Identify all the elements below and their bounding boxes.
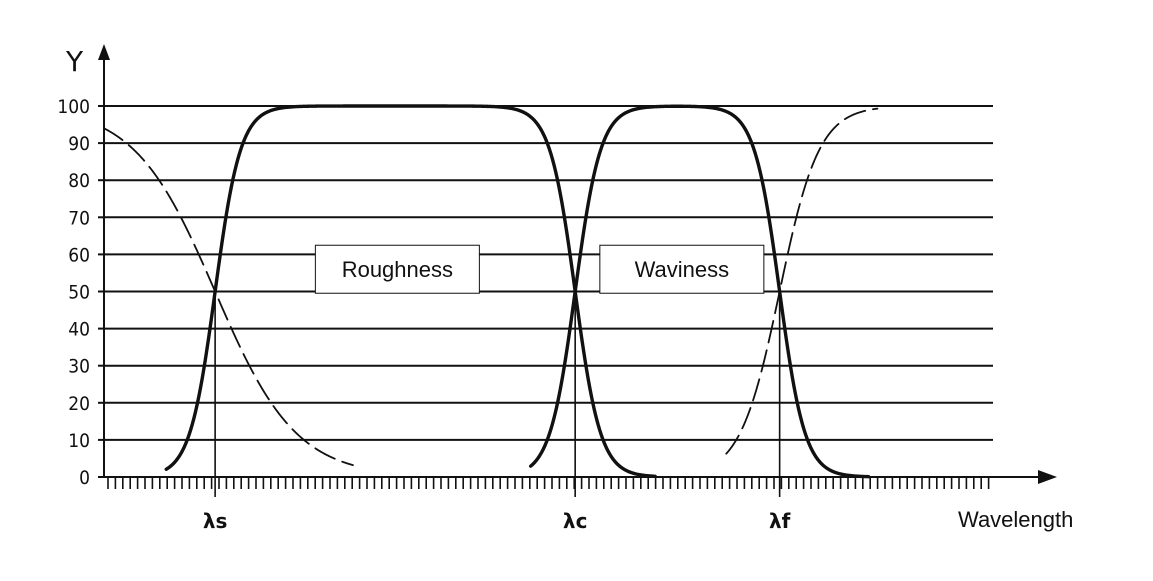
y-tick-label: 60: [68, 244, 90, 266]
x-minor-ticks: [107, 477, 990, 489]
x-marker-lines: [214, 291, 781, 497]
y-tick-label: 20: [68, 393, 90, 415]
y-tick-label: 30: [68, 356, 90, 378]
solid-filter-curve: [529, 104, 871, 479]
region-label-box: [599, 244, 765, 294]
region-label: Roughness: [342, 257, 453, 282]
y-axis-title: Y: [65, 45, 84, 78]
dashed-filter-curve: [725, 107, 879, 455]
y-tick-label: 10: [68, 430, 90, 452]
filter-curves: [103, 104, 879, 479]
y-tick-label: 50: [68, 282, 90, 304]
solid-filter-curve: [164, 104, 657, 479]
region-label: Waviness: [635, 257, 730, 282]
y-tick-label: 100: [57, 96, 90, 118]
x-marker-label: λc: [563, 509, 588, 533]
dashed-filter-curve: [103, 127, 354, 467]
y-tick-label: 0: [79, 467, 90, 489]
y-tick-labels: 0 10 20 30 40 50 60 70 80 90 100: [57, 96, 104, 489]
region-label-box: [314, 244, 480, 294]
x-marker-label: λf: [769, 509, 791, 533]
x-axis-title: Wavelength: [958, 507, 1073, 532]
y-tick-label: 40: [68, 319, 90, 341]
y-tick-label: 70: [68, 207, 90, 229]
y-tick-label: 80: [68, 170, 90, 192]
y-tick-label: 90: [68, 133, 90, 155]
x-axis-arrow-icon: [1038, 470, 1057, 484]
region-labels: Roughness Waviness: [314, 244, 765, 294]
y-axis-arrow-icon: [98, 44, 110, 60]
axes: [98, 44, 1057, 484]
x-marker-labels: λs λc λf: [203, 509, 791, 533]
x-marker-label: λs: [203, 509, 228, 533]
